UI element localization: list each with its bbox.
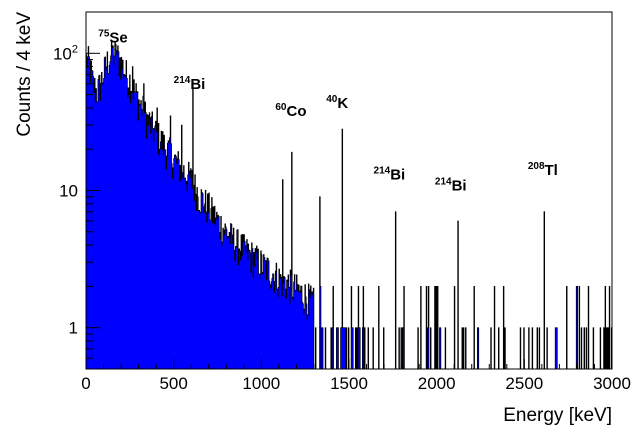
x-tick-label: 2500 [505, 374, 543, 393]
labels-layer: 0 500 1000 1500 2000 2500 3000 1 10 102 [53, 43, 631, 393]
isotope-label: 208Tl [528, 161, 558, 179]
isotope-label: 75Se [98, 28, 127, 46]
isotope-label: 60Co [275, 102, 306, 120]
x-tick-label: 1000 [242, 374, 280, 393]
x-tick-label: 1500 [330, 374, 368, 393]
isotope-label: 214Bi [374, 166, 406, 184]
isotope-label: 214Bi [174, 75, 206, 93]
annotations-layer: 75Se 214Bi 60Co 40K 214Bi 214Bi 208Tl [98, 28, 558, 194]
y-tick-label: 1 [69, 319, 78, 338]
histogram-bars [85, 40, 613, 370]
x-tick-label: 500 [159, 374, 187, 393]
y-tick-label: 102 [53, 43, 78, 63]
x-tick-label: 2000 [418, 374, 456, 393]
y-axis-title: Counts / 4 keV [14, 12, 35, 137]
isotope-label: 40K [326, 94, 348, 112]
histogram-layer [85, 40, 613, 370]
isotope-label: 214Bi [435, 177, 467, 195]
ticks-layer [85, 11, 613, 369]
y-tick-label: 10 [59, 182, 78, 201]
x-tick-label: 0 [81, 374, 90, 393]
x-axis-title: Energy [keV] [503, 405, 612, 426]
x-tick-label: 3000 [593, 374, 631, 393]
